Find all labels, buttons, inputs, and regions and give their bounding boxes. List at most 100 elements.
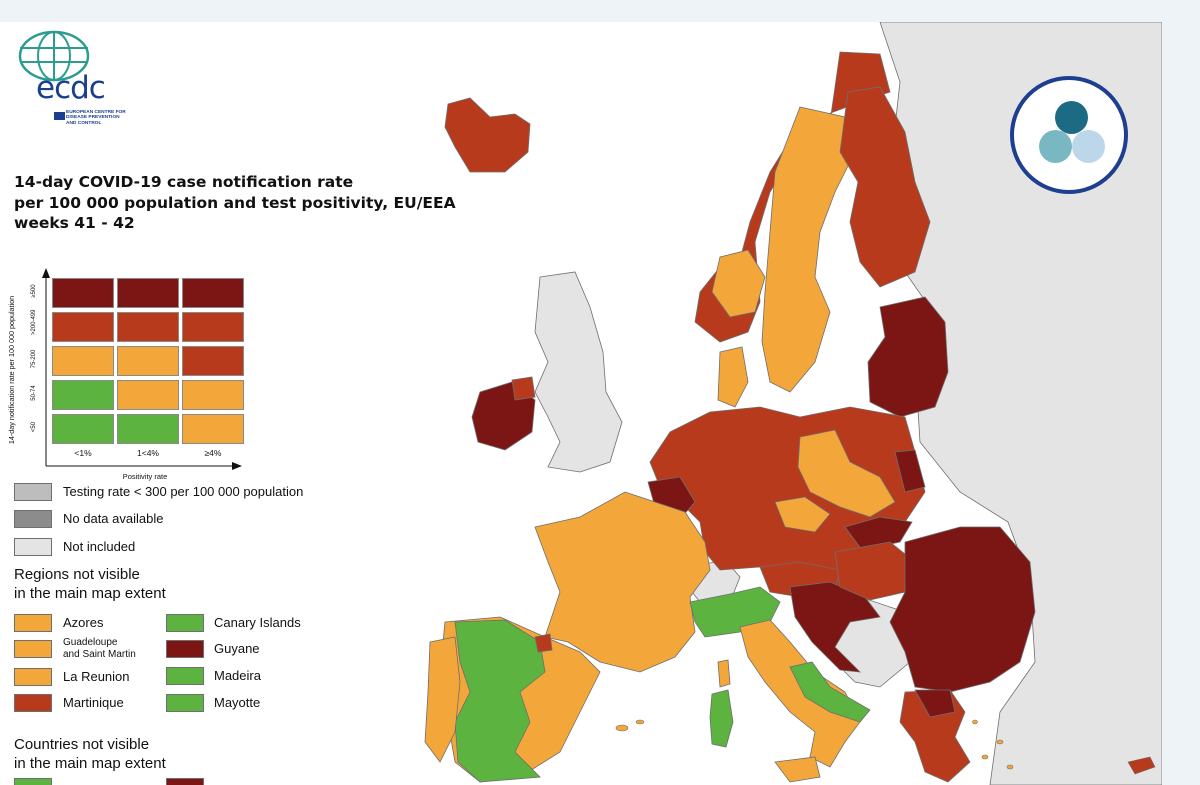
italy-south-green-region — [789, 661, 871, 723]
legend-cell-red — [182, 312, 244, 342]
countries-heading-line: in the main map extent — [14, 755, 166, 772]
legend-cell-green — [117, 414, 179, 444]
guadeloupe-swatch — [14, 640, 52, 658]
azores-label: Azores — [63, 615, 104, 630]
romania-bulgaria-region — [889, 526, 1036, 693]
mayotte-swatch — [166, 694, 204, 712]
testing-rate-swatch — [14, 483, 52, 501]
ecdc-logo: ecdc EUROPEAN CENTRE FOR DISEASE PREVENT… — [14, 28, 144, 128]
azores-swatch — [14, 614, 52, 632]
title-line: weeks 41 - 42 — [14, 214, 135, 232]
map-title: 14-day COVID-19 case notification rate p… — [14, 172, 456, 234]
cyprus-region — [1127, 756, 1156, 775]
countries-heading-line: Countries not visible — [14, 736, 150, 753]
legend-row-label: 50-74 — [31, 385, 37, 401]
portugal-region — [424, 636, 461, 763]
country-swatch-green — [14, 778, 52, 785]
legend-cell-orange — [117, 346, 179, 376]
legend-cell-green — [52, 414, 114, 444]
la-reunion-swatch — [14, 668, 52, 686]
legend-col-label: 1<4% — [137, 448, 159, 458]
legend-row-label: <50 — [31, 421, 37, 433]
italy-region — [739, 619, 861, 768]
sicily-region — [774, 756, 821, 783]
small-islands — [615, 719, 1014, 770]
martinique-swatch — [14, 694, 52, 712]
iceland-region — [444, 97, 531, 173]
la-reunion-label: La Reunion — [63, 669, 130, 684]
not-included-label: Not included — [63, 539, 136, 554]
canary-islands-swatch — [166, 614, 204, 632]
france-region — [534, 491, 711, 673]
madeira-label: Madeira — [214, 668, 261, 683]
legend-row-label: 75-200 — [31, 349, 37, 369]
czech-orange-region — [774, 496, 831, 533]
page-side-strip — [1162, 0, 1200, 785]
no-data-swatch — [14, 510, 52, 528]
legend-y-axis-label: 14-day notification rate per 100 000 pop… — [7, 295, 16, 445]
countries-heading: Countries not visible in the main map ex… — [14, 735, 214, 773]
legend-col-label: ≥4% — [204, 448, 222, 458]
ecdc-subtitle-line: EUROPEAN CENTRE FOR — [66, 110, 126, 115]
poland-orange-region — [797, 429, 896, 518]
badge-top-dot — [1055, 101, 1088, 134]
legend-cell-darkred — [182, 278, 244, 308]
regions-heading-line: in the main map extent — [14, 585, 166, 602]
northern-ireland-region — [511, 376, 536, 401]
slovakia-darkred-region — [844, 516, 913, 551]
guadeloupe-label: Guadeloupe and Saint Martin — [63, 637, 136, 661]
greece-region — [899, 689, 971, 783]
legend-cell-darkred — [52, 278, 114, 308]
three-circles-logo-icon — [1010, 76, 1128, 194]
no-data-label: No data available — [63, 511, 164, 526]
regions-heading-line: Regions not visible — [14, 566, 140, 583]
corsica-region — [717, 659, 731, 688]
greece-north-darkred-region — [914, 689, 956, 718]
legend-col-label: <1% — [74, 448, 92, 458]
ecdc-subtitle-line: AND CONTROL — [66, 120, 102, 126]
mayotte-label: Mayotte — [214, 695, 261, 710]
legend-row-label: ≥500 — [31, 284, 37, 298]
badge-right-dot — [1072, 130, 1105, 163]
testing-rate-label: Testing rate < 300 per 100 000 populatio… — [63, 484, 304, 499]
sardinia-region — [709, 689, 734, 748]
guadeloupe-label-line: Guadeloupe — [63, 637, 118, 648]
great-britain-land — [534, 271, 623, 473]
eu-flag-icon — [54, 112, 65, 120]
legend-cell-orange — [52, 346, 114, 376]
legend-cell-red — [117, 312, 179, 342]
basque-red-region — [534, 633, 553, 653]
badge-left-dot — [1039, 130, 1072, 163]
baltics-region — [867, 296, 949, 418]
title-line: per 100 000 population and test positivi… — [14, 193, 456, 212]
ecdc-subtitle: EUROPEAN CENTRE FOR DISEASE PREVENTION A… — [66, 110, 166, 126]
legend-cell-red — [52, 312, 114, 342]
guyane-label: Guyane — [214, 641, 260, 656]
ecdc-subtitle-line: DISEASE PREVENTION — [66, 115, 120, 121]
country-swatch-darkred — [166, 778, 204, 785]
poland-east-darkred-region — [894, 449, 926, 493]
globe-icon — [18, 30, 90, 82]
title-line: 14-day COVID-19 case notification rate — [14, 173, 354, 191]
denmark-region — [717, 346, 749, 408]
legend-cell-orange — [117, 380, 179, 410]
norway-orange-region — [711, 249, 766, 318]
finland-region — [839, 86, 931, 288]
legend-cell-green — [52, 380, 114, 410]
map-figure: ecdc EUROPEAN CENTRE FOR DISEASE PREVENT… — [0, 22, 1162, 785]
europe-map — [424, 22, 1162, 785]
non-eu-land — [534, 22, 1162, 785]
canary-islands-label: Canary Islands — [214, 615, 301, 630]
legend-cell-orange — [182, 380, 244, 410]
legend-cell-orange — [182, 414, 244, 444]
guyane-swatch — [166, 640, 204, 658]
not-included-swatch — [14, 538, 52, 556]
ecdc-wordmark: ecdc — [36, 70, 106, 106]
legend-row-label: >200-499 — [31, 309, 37, 335]
legend-x-axis-label: Positivity rate — [122, 472, 168, 481]
legend-cell-red — [182, 346, 244, 376]
regions-heading: Regions not visible in the main map exte… — [14, 565, 214, 603]
guadeloupe-label-line: and Saint Martin — [63, 649, 136, 660]
martinique-label: Martinique — [63, 695, 124, 710]
madeira-swatch — [166, 667, 204, 685]
